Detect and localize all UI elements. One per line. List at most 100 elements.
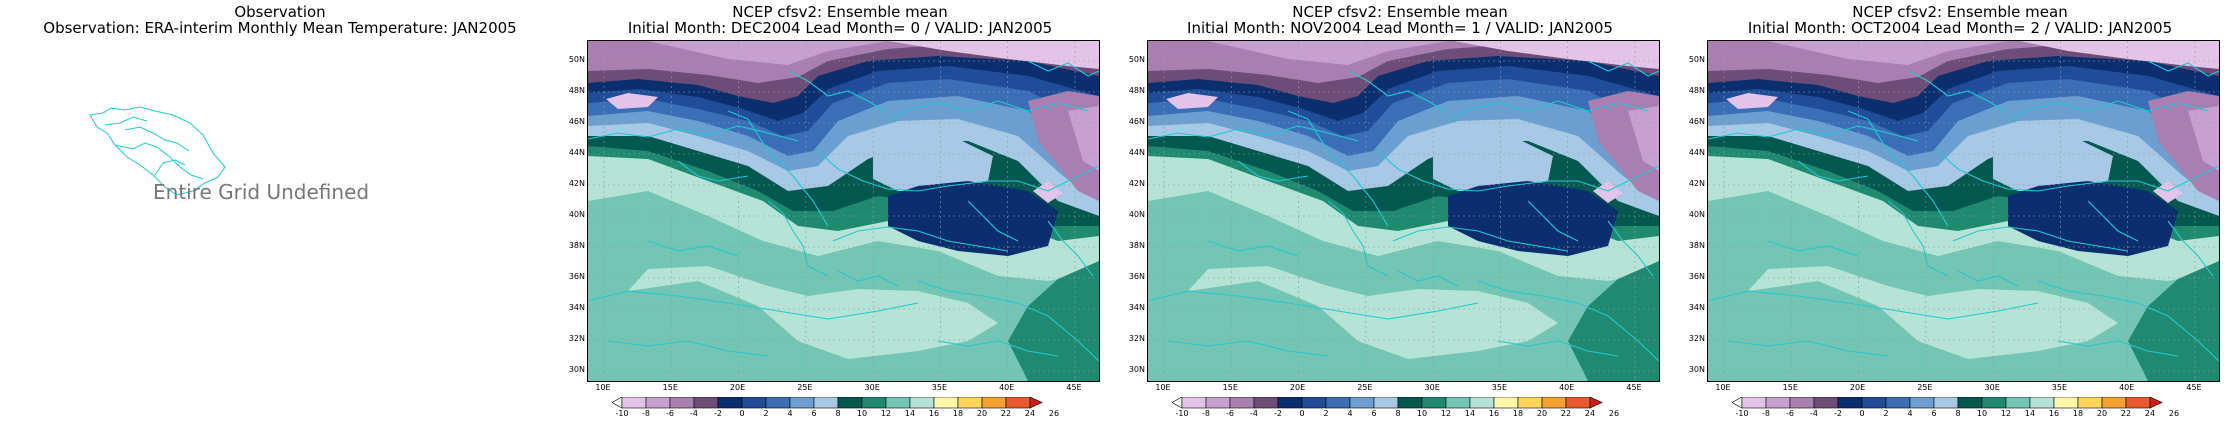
temperature-map [587, 40, 1100, 382]
colorbar-segment [1005, 397, 1031, 409]
longitude-label: 10E [1715, 383, 1731, 392]
panel-subtitle: Initial Month: NOV2004 Lead Month= 1 / V… [1187, 19, 1613, 37]
colorbar-label: 22 [1000, 409, 1012, 418]
longitude-label: 30E [1984, 383, 2000, 392]
colorbar-label: 12 [880, 409, 892, 418]
colorbar-label: 2 [1323, 409, 1329, 418]
panel-subtitle: Initial Month: OCT2004 Lead Month= 2 / V… [1747, 19, 2173, 37]
forecast-panel: NCEP cfsv2: Ensemble mean Initial Month:… [560, 0, 1120, 420]
latitude-label: 46N [568, 117, 585, 126]
latitude-label: 42N [1688, 179, 1705, 188]
colorbar-segment [837, 397, 863, 409]
colorbar-segment [1765, 397, 1791, 409]
colorbar-label: 16 [928, 409, 940, 418]
colorbar-label: 24 [2144, 409, 2156, 418]
colorbar-segment [1493, 397, 1519, 409]
longitude-label: 15E [1782, 383, 1798, 392]
temperature-map [1707, 40, 2220, 382]
colorbar-label: 14 [2024, 409, 2036, 418]
colorbar-segment [909, 397, 935, 409]
colorbar-label: 18 [2072, 409, 2084, 418]
colorbar-label: -4 [1250, 409, 1258, 418]
colorbar-label: 26 [1048, 409, 1060, 418]
colorbar-segment [1957, 397, 1983, 409]
colorbar-label: 16 [2048, 409, 2060, 418]
colorbar-label: -8 [1762, 409, 1770, 418]
colorbar-label: 4 [1907, 409, 1913, 418]
latitude-label: 48N [1688, 86, 1705, 95]
colorbar-segment [2101, 397, 2127, 409]
longitude-label: 25E [1917, 383, 1933, 392]
latitude-label: 32N [1128, 334, 1145, 343]
colorbar-segment [2077, 397, 2103, 409]
longitude-label: 25E [797, 383, 813, 392]
observation-panel: Observation Observation: ERA-interim Mon… [0, 0, 560, 420]
colorbar-max-arrow [2149, 397, 2163, 409]
longitude-label: 20E [1849, 383, 1866, 392]
latitude-label: 38N [1128, 241, 1145, 250]
colorbar-max-arrow [1589, 397, 1603, 409]
colorbar-segment [621, 397, 647, 409]
colorbar-segment [1181, 397, 1207, 409]
colorbar-segment [885, 397, 911, 409]
colorbar-label: -6 [1786, 409, 1794, 418]
latitude-label: 38N [1688, 241, 1705, 250]
colorbar-label: -10 [1175, 409, 1189, 418]
colorbar-label: 10 [1416, 409, 1428, 418]
colorbar-label: -8 [1202, 409, 1210, 418]
colorbar-label: 18 [1512, 409, 1524, 418]
colorbar-segment [1933, 397, 1959, 409]
latitude-label: 42N [1128, 179, 1145, 188]
colorbar-label: -2 [714, 409, 722, 418]
longitude-label: 45E [1066, 383, 1082, 392]
colorbar-segment [789, 397, 815, 409]
panel-title: NCEP cfsv2: Ensemble mean [1852, 3, 2068, 21]
longitude-label: 10E [595, 383, 611, 392]
colorbar-label: 8 [1395, 409, 1401, 418]
colorbar-label: 14 [1464, 409, 1476, 418]
latitude-label: 46N [1688, 117, 1705, 126]
forecast-panel: NCEP cfsv2: Ensemble mean Initial Month:… [1680, 0, 2240, 420]
colorbar-label: -2 [1274, 409, 1282, 418]
longitude-label: 15E [662, 383, 678, 392]
colorbar-segment [1885, 397, 1911, 409]
colorbar-segment [717, 397, 743, 409]
colorbar-segment [1541, 397, 1567, 409]
longitude-label: 20E [729, 383, 746, 392]
colorbar-segment [1445, 397, 1471, 409]
colorbar-segment [693, 397, 719, 409]
latitude-label: 44N [1128, 148, 1145, 157]
panel-title: NCEP cfsv2: Ensemble mean [1292, 3, 1508, 21]
colorbar-segment [1325, 397, 1351, 409]
latitude-label: 50N [1128, 55, 1145, 64]
latitude-label: 32N [568, 334, 585, 343]
colorbar: -10 -8 -6 -4 -2 0 2 4 6 8 10 12 14 16 18 20 22 24 26 [1732, 397, 2208, 422]
colorbar-label: 26 [1608, 409, 1620, 418]
colorbar-segment [1229, 397, 1255, 409]
colorbar-label: 6 [811, 409, 817, 418]
latitude-label: 36N [1128, 272, 1145, 281]
colorbar-segment [1813, 397, 1839, 409]
colorbar-label: 6 [1931, 409, 1937, 418]
colorbar-label: -2 [1834, 409, 1842, 418]
colorbar-segment [1373, 397, 1399, 409]
latitude-label: 40N [1128, 210, 1145, 219]
colorbar-segment [1517, 397, 1543, 409]
latitude-label: 36N [1688, 272, 1705, 281]
longitude-label: 45E [1626, 383, 1642, 392]
longitude-label: 45E [2186, 383, 2202, 392]
longitude-label: 35E [931, 383, 948, 392]
colorbar-label: 14 [904, 409, 916, 418]
longitude-label: 40E [999, 383, 1015, 392]
colorbar-segment [813, 397, 839, 409]
colorbar-label: 20 [2096, 409, 2108, 418]
colorbar-label: 20 [976, 409, 988, 418]
latitude-label: 34N [1128, 303, 1145, 312]
longitude-label: 35E [1491, 383, 1508, 392]
colorbar-label: 2 [763, 409, 769, 418]
latitude-label: 48N [1128, 86, 1145, 95]
colorbar-segment [2029, 397, 2055, 409]
colorbar-min-arrow [1172, 397, 1183, 409]
colorbar-segment [2053, 397, 2079, 409]
colorbar-label: 0 [1299, 409, 1305, 418]
